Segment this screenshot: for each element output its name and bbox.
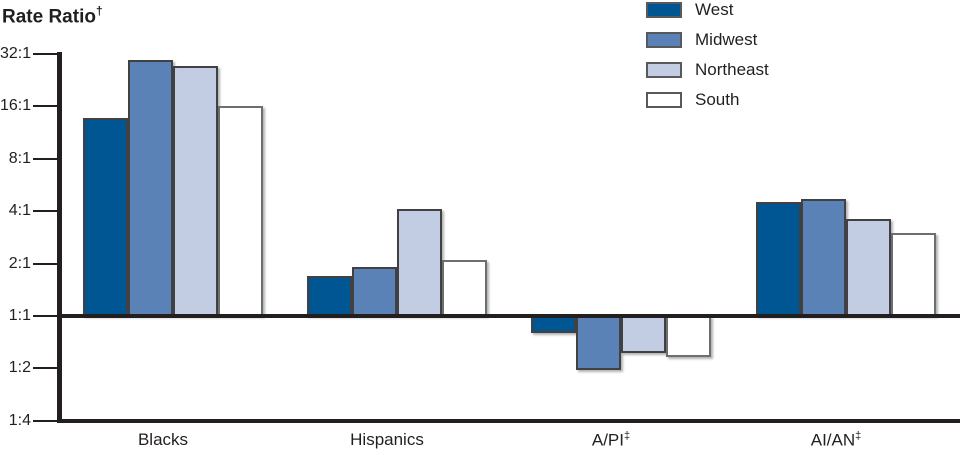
x-label-api: A/PI‡ (521, 430, 701, 451)
y-tick-label-11: 1:1 (8, 307, 31, 324)
y-tick-label-161: 16:1 (0, 97, 32, 115)
y-tick-14 (33, 419, 57, 422)
bar-blacks-northeast (173, 66, 218, 316)
y-tick-81 (33, 157, 57, 160)
bar-hispanics-west (307, 275, 352, 316)
x-label-text-aian: AI/AN (810, 430, 856, 450)
x-axis-line (57, 419, 960, 423)
legend-item-west: West (646, 0, 769, 19)
y-tick-label-41: 4:1 (8, 202, 31, 220)
x-label-text-blacks: Blacks (137, 430, 189, 449)
bar-api-midwest (576, 316, 621, 370)
x-label-doubledagger-aian: ‡ (855, 430, 862, 442)
legend-item-south: South (646, 90, 769, 109)
bar-aian-northeast (846, 219, 891, 316)
y-tick-12 (33, 367, 57, 370)
y-axis-spine (57, 52, 62, 423)
legend: West Midwest Northeast South (646, 0, 769, 121)
y-tick-label-321: 32:1 (0, 45, 32, 62)
legend-label-west: West (695, 0, 734, 19)
bar-hispanics-south (442, 259, 487, 316)
legend-swatch-south (646, 92, 682, 108)
chart-title: Rate Ratio† (2, 4, 103, 28)
bar-blacks-south (218, 106, 263, 316)
bar-aian-midwest (801, 199, 846, 316)
y-tick-label-81: 8:1 (8, 149, 31, 167)
legend-swatch-northeast (646, 62, 682, 78)
chart-title-text: Rate Ratio (2, 6, 96, 28)
chart-title-dagger: † (95, 4, 103, 18)
bar-api-south (666, 316, 711, 358)
y-tick-label-12: 1:2 (8, 359, 31, 377)
x-label-aian: AI/AN‡ (746, 430, 926, 451)
y-tick-41 (33, 210, 57, 213)
bar-blacks-midwest (128, 59, 173, 316)
bar-aian-west (756, 202, 801, 316)
bar-hispanics-northeast (397, 209, 442, 316)
legend-label-midwest: Midwest (695, 30, 758, 49)
x-label-hispanics: Hispanics (297, 430, 477, 450)
legend-item-northeast: Northeast (646, 60, 769, 79)
x-label-text-api: A/PI (591, 430, 624, 450)
x-label-blacks: Blacks (73, 430, 253, 450)
y-tick-11 (33, 315, 57, 317)
x-label-doubledagger-api: ‡ (624, 430, 631, 442)
legend-swatch-midwest (646, 32, 682, 48)
legend-item-midwest: Midwest (646, 30, 769, 49)
bar-api-west (531, 316, 576, 333)
y-tick-321 (33, 53, 57, 55)
bar-api-northeast (621, 316, 666, 354)
legend-label-northeast: Northeast (695, 60, 769, 79)
legend-swatch-west (646, 2, 682, 18)
y-tick-label-14: 1:4 (8, 411, 31, 429)
y-tick-21 (33, 262, 57, 265)
baseline-1-1-line (57, 314, 960, 318)
bar-blacks-west (83, 118, 128, 316)
y-tick-161 (33, 105, 57, 108)
x-label-text-hispanics: Hispanics (350, 430, 424, 449)
bar-aian-south (891, 232, 936, 316)
bar-hispanics-midwest (352, 267, 397, 316)
y-tick-label-21: 2:1 (8, 254, 31, 272)
legend-label-south: South (695, 90, 740, 109)
